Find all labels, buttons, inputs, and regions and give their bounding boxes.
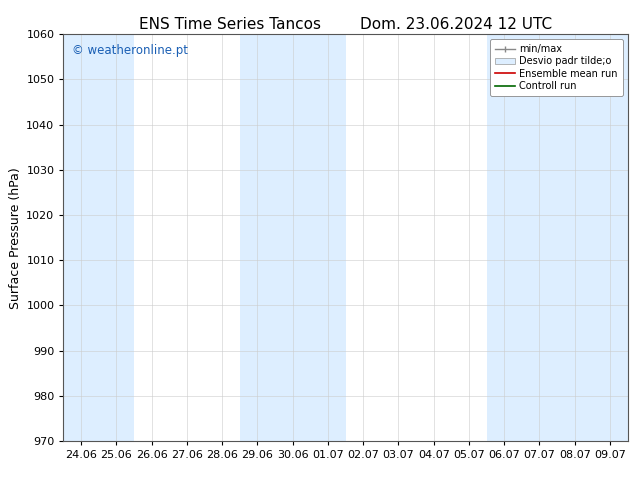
Legend: min/max, Desvio padr tilde;o, Ensemble mean run, Controll run: min/max, Desvio padr tilde;o, Ensemble m…: [490, 39, 623, 96]
Title: ENS Time Series Tancos        Dom. 23.06.2024 12 UTC: ENS Time Series Tancos Dom. 23.06.2024 1…: [139, 17, 552, 32]
Bar: [240, 34, 346, 441]
Bar: [63, 34, 134, 441]
Y-axis label: Surface Pressure (hPa): Surface Pressure (hPa): [9, 167, 22, 309]
Text: © weatheronline.pt: © weatheronline.pt: [72, 45, 188, 57]
Bar: [487, 34, 628, 441]
